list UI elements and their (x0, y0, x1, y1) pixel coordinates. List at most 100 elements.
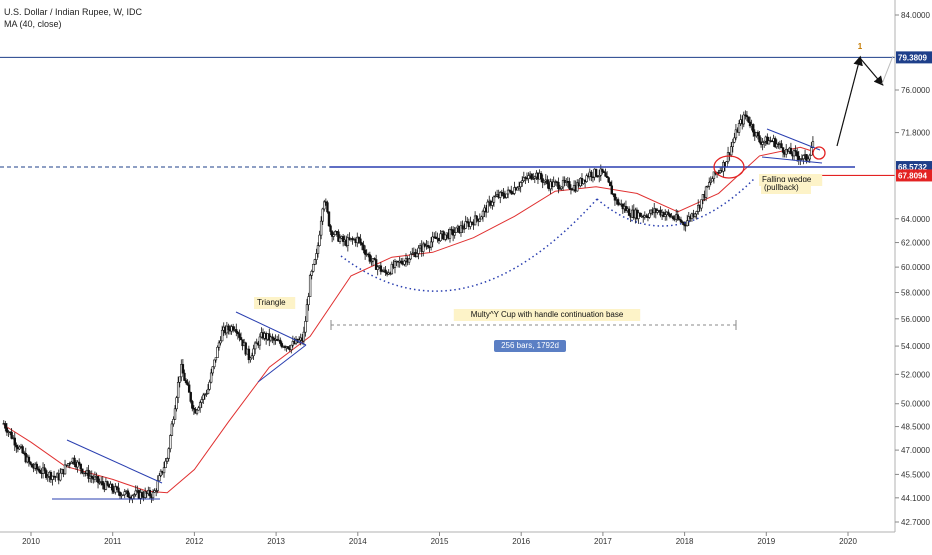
candle (557, 177, 560, 194)
candle (359, 234, 362, 246)
candle (745, 110, 749, 122)
candle (607, 176, 610, 184)
candle (346, 233, 350, 252)
candle (516, 186, 519, 191)
candle (114, 483, 117, 495)
candle (200, 396, 203, 408)
candle (81, 468, 84, 475)
candle (220, 325, 224, 342)
candle (407, 258, 411, 266)
candle (748, 116, 752, 129)
candle (362, 240, 365, 254)
bars-range-badge[interactable]: 256 bars, 1792d (494, 340, 566, 352)
falling-wedge-upper[interactable] (766, 128, 821, 151)
svg-text:1: 1 (858, 42, 863, 51)
candle (461, 220, 464, 234)
candle (323, 199, 326, 212)
candle (585, 173, 588, 183)
candle (159, 469, 163, 478)
candle (462, 223, 466, 233)
candle (598, 169, 601, 183)
projection-arrow-down[interactable] (859, 57, 884, 86)
candle (780, 140, 783, 149)
candle (491, 196, 494, 210)
candle (38, 465, 42, 474)
candle (338, 234, 342, 244)
indicator-label: MA (40, close) (4, 19, 62, 29)
svg-text:67.8094: 67.8094 (898, 171, 927, 180)
candle (475, 215, 478, 223)
candle (532, 173, 535, 180)
y-tick-label: 42.7000 (901, 518, 930, 527)
candle (304, 316, 307, 337)
candle (198, 400, 202, 413)
candle (789, 142, 793, 155)
candle (409, 251, 412, 261)
candle (334, 230, 337, 236)
cup-curve[interactable] (340, 198, 598, 292)
candle (552, 176, 555, 188)
y-tick-label: 45.5000 (901, 470, 930, 479)
candle (140, 490, 144, 499)
triangle-lower-line[interactable] (257, 344, 307, 383)
candle (431, 231, 434, 248)
candle (115, 485, 119, 491)
cup-label[interactable]: Multy^Y Cup with handle continuation bas… (453, 309, 641, 321)
candle (332, 232, 335, 241)
candle (464, 215, 467, 229)
candle (13, 432, 16, 452)
svg-text:256 bars, 1792d: 256 bars, 1792d (501, 341, 559, 350)
candle (481, 209, 485, 222)
candle (429, 237, 433, 251)
candle (422, 241, 425, 257)
candle (539, 171, 543, 183)
y-tick-label: 44.1000 (901, 494, 930, 503)
wedge-upper-line[interactable] (66, 439, 163, 484)
candle (170, 420, 174, 437)
candle (341, 234, 345, 247)
x-tick-label: 2017 (594, 537, 612, 546)
candle (678, 216, 681, 221)
candle (258, 333, 262, 350)
candle (486, 199, 489, 213)
projection-arrow-up[interactable] (836, 55, 863, 147)
candle (371, 258, 375, 267)
candle (695, 210, 698, 220)
breakout-circle[interactable] (713, 155, 745, 179)
retest-circle[interactable] (812, 146, 826, 160)
candle (217, 340, 221, 351)
candle (37, 466, 40, 472)
svg-text:68.5732: 68.5732 (898, 163, 927, 172)
candle (363, 245, 367, 260)
chart-legend: U.S. Dollar / Indian Rupee, W, IDC MA (4… (4, 6, 142, 30)
candle (63, 459, 67, 475)
candle (29, 461, 32, 466)
candle (308, 273, 312, 298)
candle (775, 139, 778, 149)
pullback-label[interactable]: (pullback) (761, 182, 811, 194)
triangle-upper-line[interactable] (235, 311, 307, 346)
x-tick-label: 2012 (186, 537, 204, 546)
candle (774, 136, 777, 149)
wave-label[interactable]: 1 (858, 42, 863, 51)
candle (21, 444, 24, 454)
candle (43, 464, 46, 474)
y-tick-label: 62.0000 (901, 239, 930, 248)
candle (307, 292, 310, 311)
candle (192, 405, 196, 415)
candle (70, 461, 73, 464)
candle (208, 379, 211, 391)
price-axis-label: 67.8094 (896, 169, 932, 182)
triangle-label[interactable]: Triangle (254, 297, 296, 309)
falling-wedge-lower[interactable] (761, 156, 823, 164)
candle (561, 176, 565, 191)
candle (167, 447, 170, 462)
candle (181, 359, 185, 374)
candle (731, 138, 734, 153)
candle (434, 231, 438, 240)
x-tick-label: 2011 (104, 537, 122, 546)
candle (101, 476, 104, 490)
candle (667, 209, 670, 217)
